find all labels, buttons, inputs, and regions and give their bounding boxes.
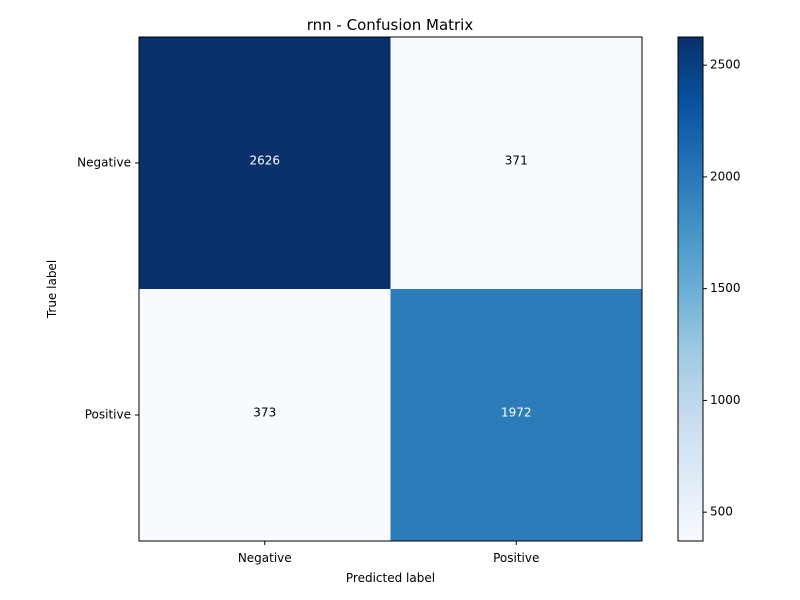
x-tick-label: Positive xyxy=(493,551,539,565)
cell-value-label: 371 xyxy=(505,154,528,168)
colorbar-tick-label: 2000 xyxy=(710,169,741,183)
colorbar-tick-label: 2500 xyxy=(710,58,741,72)
cell-value-label: 373 xyxy=(253,406,276,420)
chart-title: rnn - Confusion Matrix xyxy=(307,16,474,34)
heatmap-cell-1-0 xyxy=(139,289,391,541)
cell-labels: 2626 371 373 1972 xyxy=(249,154,531,420)
x-tick-label: Negative xyxy=(238,551,292,565)
heatmap-cell-0-0 xyxy=(139,37,391,289)
x-axis-label: Predicted label xyxy=(346,571,435,585)
colorbar xyxy=(677,36,704,542)
y-tick-label: Positive xyxy=(85,408,131,422)
colorbar-ticks: 500 1000 1500 2000 2500 xyxy=(703,58,741,519)
colorbar-tick-label: 1500 xyxy=(710,281,741,295)
plot-frame xyxy=(138,36,643,542)
heatmap-cell-0-1 xyxy=(390,37,642,289)
cell-value-label: 1972 xyxy=(501,406,532,420)
y-axis-label: True label xyxy=(45,260,59,319)
heatmap-cells xyxy=(139,37,642,541)
colorbar-tick-label: 1000 xyxy=(710,393,741,407)
x-axis-ticks: Negative Positive xyxy=(238,541,539,565)
y-tick-label: Negative xyxy=(77,156,131,170)
colorbar-tick-label: 500 xyxy=(710,505,733,519)
cell-value-label: 2626 xyxy=(249,154,280,168)
heatmap-cell-1-1 xyxy=(390,289,642,541)
y-axis-ticks: Negative Positive xyxy=(77,156,139,422)
